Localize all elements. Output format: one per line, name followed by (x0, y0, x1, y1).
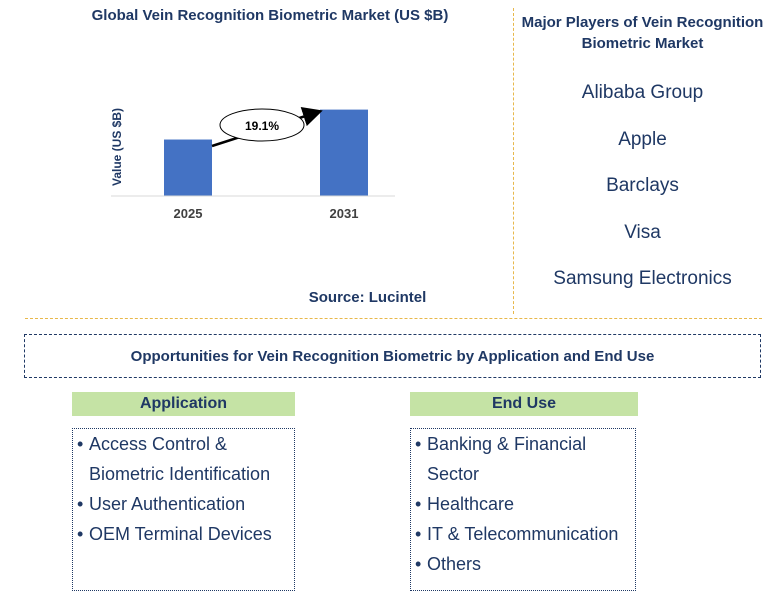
application-item: User Authentication (77, 489, 294, 519)
application-item: OEM Terminal Devices (77, 519, 294, 549)
chart-title: Global Vein Recognition Biometric Market… (91, 7, 449, 24)
end-use-item: Healthcare (415, 489, 635, 519)
horizontal-divider (25, 318, 762, 319)
end-use-item: IT & Telecommunication (415, 519, 635, 549)
y-axis-label: Value (US $B) (110, 108, 124, 186)
source-note: Source: Lucintel (308, 289, 427, 306)
growth-ellipse (219, 108, 305, 142)
player-item: Apple (618, 128, 667, 150)
bar-2031 (320, 109, 368, 196)
vertical-divider (513, 8, 514, 314)
opportunities-title: Opportunities for Vein Recognition Biome… (130, 347, 655, 365)
x-tick-label: 2031 (330, 206, 359, 221)
player-item: Samsung Electronics (553, 268, 732, 289)
player-item: Alibaba Group (581, 82, 704, 103)
end-use-list: Banking & Financial Sector Healthcare IT… (410, 428, 636, 591)
application-header: Application (72, 392, 295, 416)
growth-label: 19.1% (245, 119, 279, 133)
player-item: Barclays (606, 175, 679, 196)
application-list: Access Control & Biometric Identificatio… (72, 428, 295, 591)
end-use-item: Banking & Financial Sector (415, 429, 635, 489)
application-item: Access Control & Biometric Identificatio… (77, 429, 294, 489)
players-title: Major Players of Vein Recognition Biomet… (521, 14, 764, 52)
end-use-header: End Use (410, 392, 638, 416)
bar-2025 (164, 139, 212, 196)
player-item: Visa (624, 221, 661, 243)
players-list: Alibaba Group Apple Barclays Visa Samsun… (520, 82, 765, 315)
end-use-item: Others (415, 549, 635, 579)
opportunities-banner: Opportunities for Vein Recognition Biome… (24, 334, 761, 378)
x-tick-label: 2025 (174, 206, 203, 221)
bar-chart: Value (US $B) 2025 2031 19.1% (110, 107, 395, 221)
